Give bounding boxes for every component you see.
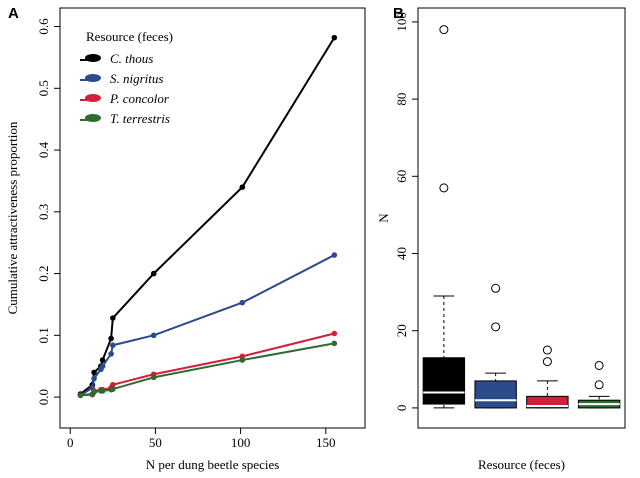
y-tick-label: 60 — [394, 170, 409, 183]
y-axis-label: Cumulative attractiveness proportion — [5, 121, 20, 314]
x-axis-label: N per dung beetle species — [146, 457, 280, 472]
legend-label: T. terrestris — [110, 111, 170, 126]
data-point — [99, 388, 106, 394]
data-point — [239, 299, 246, 306]
legend-icon — [85, 114, 101, 122]
panel-label: B — [393, 5, 404, 22]
data-point — [108, 335, 114, 342]
y-tick-label: 0.0 — [36, 389, 51, 405]
data-point — [150, 332, 157, 339]
data-point — [331, 252, 338, 258]
legend-label: P. concolor — [109, 91, 170, 106]
y-axis-label: N — [376, 213, 391, 223]
data-point — [91, 389, 97, 395]
data-point — [331, 330, 338, 337]
data-point — [239, 184, 246, 190]
data-point — [331, 340, 338, 347]
x-tick-label: 150 — [316, 435, 336, 450]
plot-frame — [417, 7, 626, 429]
data-point — [77, 392, 84, 399]
data-point — [150, 270, 157, 277]
legend-icon — [85, 74, 101, 82]
x-tick-label: 100 — [231, 435, 251, 450]
legend-label: C. thous — [110, 51, 153, 66]
outlier — [439, 25, 449, 35]
data-point — [110, 381, 116, 388]
legend-title: Resource (feces) — [86, 29, 173, 44]
data-point — [331, 34, 338, 41]
y-tick-label: 0.2 — [36, 265, 51, 281]
panel-label: A — [8, 5, 19, 22]
series-line — [79, 254, 335, 397]
series-line — [80, 342, 335, 397]
x-axis-label: Resource (feces) — [478, 457, 565, 472]
box — [474, 380, 517, 409]
outlier — [491, 322, 501, 332]
data-point — [110, 342, 116, 349]
outlier — [594, 380, 604, 390]
y-tick-label: 0 — [394, 405, 409, 412]
y-tick-label: 20 — [394, 324, 409, 337]
y-tick-label: 0.1 — [36, 327, 51, 343]
data-point — [99, 357, 106, 363]
y-tick-label: 0.3 — [36, 204, 51, 220]
outlier — [594, 360, 604, 370]
y-tick-label: 0.5 — [36, 80, 51, 96]
legend-icon — [85, 94, 101, 102]
y-tick-label: 40 — [394, 247, 409, 260]
x-tick-label: 50 — [149, 435, 162, 450]
y-tick-label: 100 — [394, 12, 409, 32]
legend-label: S. nigritus — [110, 71, 163, 86]
box — [526, 395, 569, 409]
data-point — [110, 386, 116, 392]
data-point — [239, 357, 246, 363]
legend-icon — [85, 54, 101, 62]
outlier — [439, 183, 449, 193]
outlier — [542, 357, 552, 367]
y-tick-label: 0.4 — [36, 141, 51, 158]
series-line — [80, 332, 335, 397]
data-point — [91, 369, 97, 376]
data-point — [108, 351, 114, 357]
outlier — [542, 345, 552, 355]
data-point — [110, 315, 116, 321]
box — [422, 357, 466, 405]
data-point — [91, 375, 97, 382]
plot-frame — [59, 7, 366, 429]
x-tick-label: 0 — [67, 435, 74, 450]
y-tick-label: 0.6 — [36, 18, 51, 35]
y-tick-label: 80 — [394, 93, 409, 106]
data-point — [99, 363, 106, 370]
data-point — [150, 374, 157, 381]
outlier — [491, 283, 501, 293]
